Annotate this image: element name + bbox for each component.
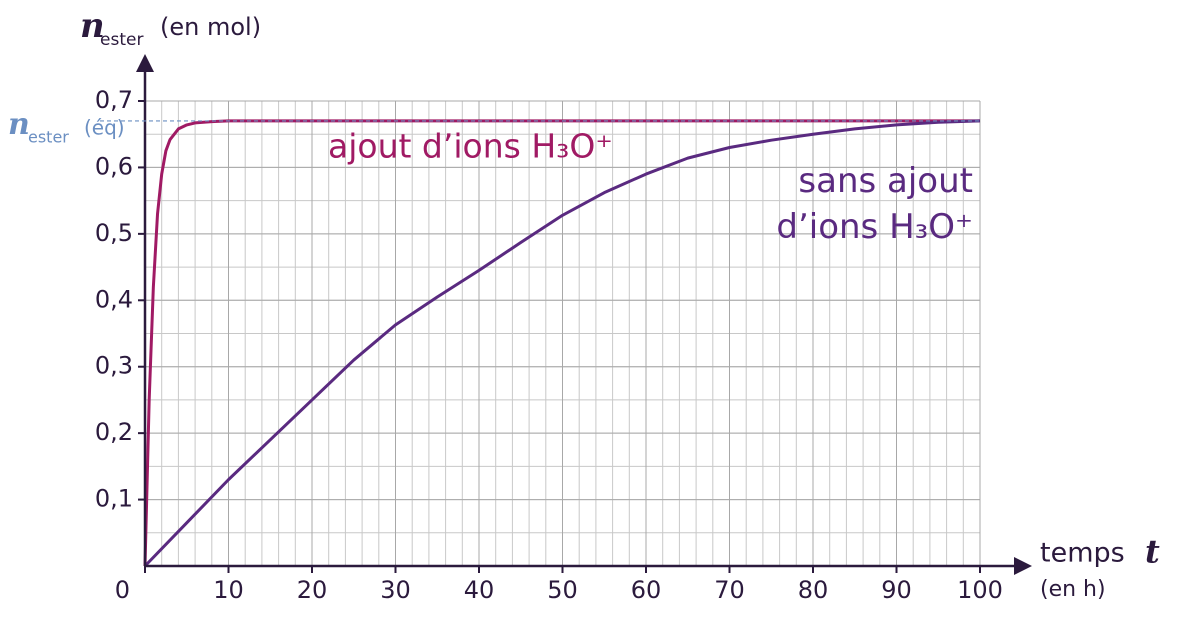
x-tick-label: 0 — [115, 576, 130, 604]
x-tick-label: 80 — [798, 576, 829, 604]
y-tick-label: 0,7 — [95, 86, 133, 114]
series-line — [143, 119, 980, 567]
equilibrium-suffix: (éq) — [84, 115, 125, 139]
x-tick-label: 20 — [297, 576, 328, 604]
x-tick-label: 40 — [464, 576, 495, 604]
y-tick-label: 0,3 — [95, 352, 133, 380]
y-axis-arrow — [136, 54, 154, 72]
x-tick-label: 60 — [631, 576, 662, 604]
series-line — [143, 119, 981, 568]
series-label: ajout d’ions H₃O⁺ — [328, 127, 613, 166]
x-label-symbol: t — [1145, 533, 1160, 571]
marks — [143, 119, 981, 568]
equilibrium-subscript: ester — [28, 127, 69, 146]
x-tick-label: 100 — [957, 576, 1003, 604]
y-label-subscript: ester — [100, 30, 143, 50]
equilibrium-symbol: n — [8, 107, 30, 142]
x-tick-label: 10 — [213, 576, 244, 604]
grid — [144, 100, 981, 567]
y-tick-label: 0,2 — [95, 418, 133, 446]
x-tick-label: 70 — [714, 576, 745, 604]
x-label-text: temps — [1040, 538, 1125, 569]
y-label-symbol: n — [80, 6, 105, 46]
x-tick-label: 90 — [881, 576, 912, 604]
series-label: sans ajout d’ions H₃O⁺ — [776, 161, 973, 247]
x-tick-label: 50 — [547, 576, 578, 604]
y-tick-label: 0,6 — [95, 152, 133, 180]
y-tick-label: 0,1 — [95, 485, 133, 513]
y-label-unit: (en mol) — [160, 13, 261, 41]
y-tick-label: 0,5 — [95, 219, 133, 247]
x-label-unit: (en h) — [1040, 577, 1106, 602]
y-tick-label: 0,4 — [95, 285, 133, 313]
x-tick-label: 30 — [380, 576, 411, 604]
x-axis-arrow — [1014, 557, 1032, 575]
